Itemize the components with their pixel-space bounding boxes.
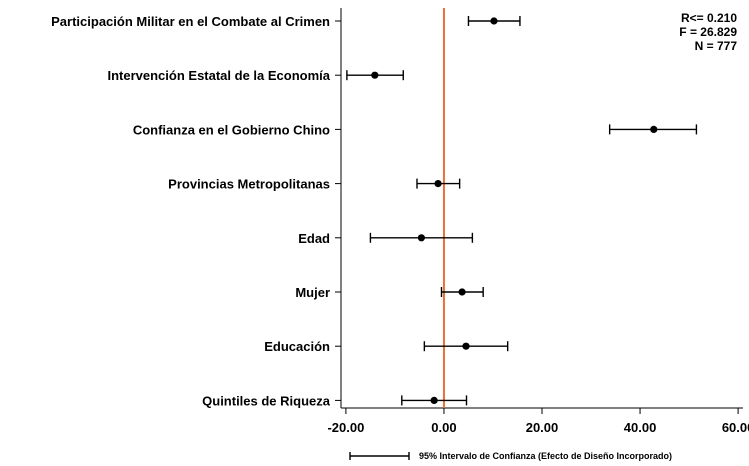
- category-label: Educación: [264, 339, 330, 354]
- category-label: Quintiles de Riqueza: [202, 393, 331, 408]
- estimate-point: [371, 71, 379, 79]
- estimate-point: [458, 288, 466, 296]
- confidence-intervals-group: [346, 16, 698, 406]
- estimate-point: [462, 342, 470, 350]
- estimate-point: [417, 234, 425, 242]
- x-ticks-group: -20.00 0.00 20.00 40.00 60.00: [327, 408, 749, 435]
- legend: 95% Intervalo de Confianza (Efecto de Di…: [349, 451, 672, 461]
- x-tick-label: 60.00: [722, 420, 749, 435]
- x-tick-label: 0.00: [431, 420, 456, 435]
- axis-group: [335, 8, 743, 409]
- x-tick-label: -20.00: [327, 420, 364, 435]
- model-stat: F = 26.829: [679, 25, 737, 39]
- estimate-points-group: [371, 17, 658, 404]
- model-stat: N = 777: [695, 39, 738, 53]
- model-stat: R<= 0.210: [681, 11, 737, 25]
- category-label: Participación Militar en el Combate al C…: [51, 14, 330, 29]
- estimate-point: [490, 17, 498, 25]
- category-label: Edad: [298, 231, 330, 246]
- category-label: Provincias Metropolitanas: [168, 177, 330, 192]
- category-labels-group: Participación Militar en el Combate al C…: [51, 14, 331, 408]
- estimate-point: [434, 180, 442, 188]
- x-tick-label: 40.00: [624, 420, 657, 435]
- category-label: Intervención Estatal de la Economía: [107, 68, 330, 83]
- x-tick-label: 20.00: [526, 420, 559, 435]
- legend-label: 95% Intervalo de Confianza (Efecto de Di…: [419, 451, 672, 461]
- category-label: Confianza en el Gobierno Chino: [133, 122, 330, 137]
- estimate-point: [650, 125, 658, 133]
- estimate-point: [430, 396, 438, 404]
- category-label: Mujer: [295, 285, 330, 300]
